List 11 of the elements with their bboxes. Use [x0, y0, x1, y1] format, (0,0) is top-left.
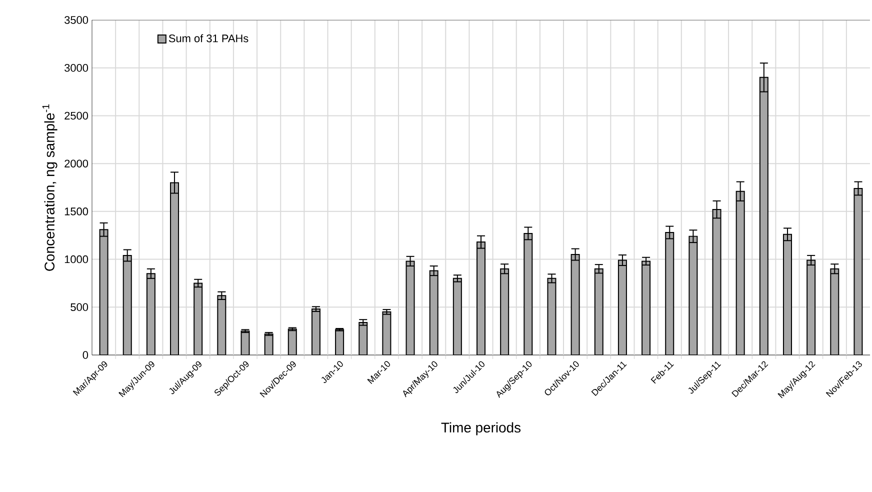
y-tick-label: 1000 — [64, 255, 88, 264]
y-tick-label: 2500 — [64, 112, 88, 120]
y-tick-label: 0 — [82, 351, 88, 359]
y-tick-label: 500 — [70, 303, 88, 312]
y-tick-label: 1500 — [64, 208, 88, 216]
y-tick-label: 3500 — [64, 16, 88, 24]
y-tick-label: 2000 — [64, 160, 88, 168]
legend-label: Sum of 31 PAHs — [168, 34, 248, 42]
x-axis-title: Time periods — [441, 422, 521, 436]
y-tick-label: 3000 — [64, 64, 88, 72]
y-axis-title: Concentration, ng sample$^{-1}$ — [42, 104, 58, 271]
